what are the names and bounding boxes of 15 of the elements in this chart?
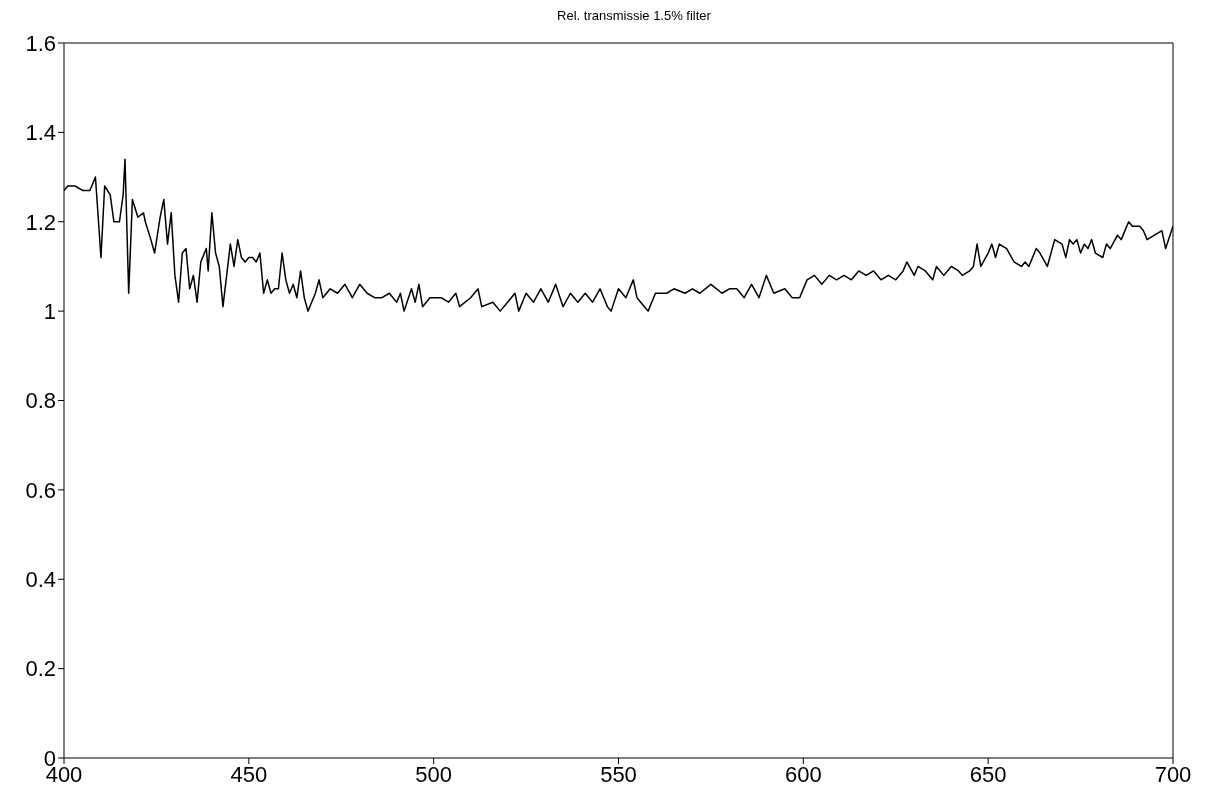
y-tick-label: 1 bbox=[43, 298, 56, 324]
x-tick-label: 650 bbox=[969, 761, 1007, 787]
y-tick-label: 0.4 bbox=[25, 567, 56, 593]
y-tick-label: 0.8 bbox=[25, 388, 56, 414]
y-tick-label: 0.2 bbox=[25, 656, 56, 682]
x-tick-label: 450 bbox=[230, 761, 268, 787]
x-tick-label: 700 bbox=[1154, 761, 1192, 787]
x-tick-label: 500 bbox=[415, 761, 453, 787]
x-tick-label: 600 bbox=[784, 761, 822, 787]
chart-title: Rel. transmissie 1.5% filter bbox=[556, 8, 712, 25]
y-tick-label: 1.2 bbox=[25, 209, 56, 235]
y-tick-label: 1.6 bbox=[25, 30, 56, 56]
y-tick-label: 0.6 bbox=[25, 477, 56, 503]
y-tick-label: 1.4 bbox=[25, 120, 56, 146]
x-tick-label: 550 bbox=[600, 761, 637, 787]
